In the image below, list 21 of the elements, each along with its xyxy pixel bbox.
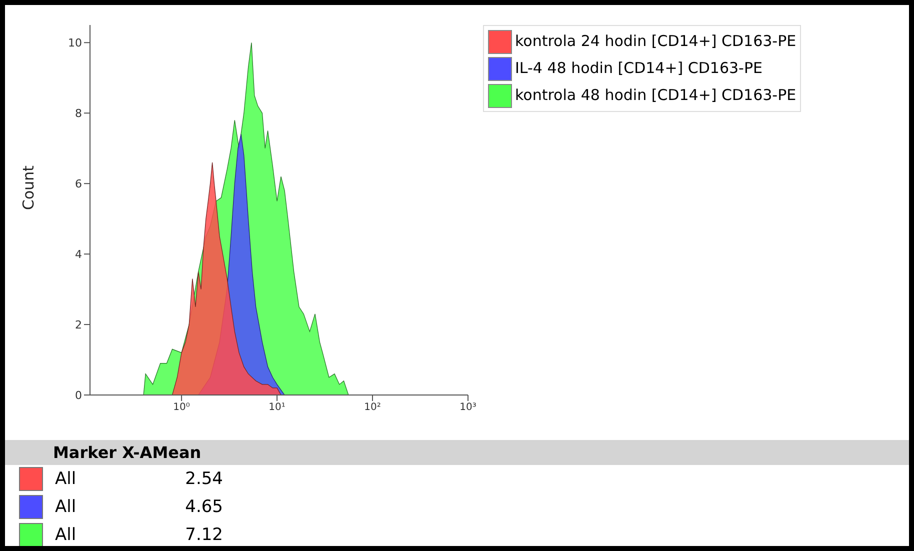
text: 4.65 — [184, 497, 223, 517]
x-tick-label: 10³ — [460, 402, 476, 414]
y-tick-label: 2 — [75, 318, 82, 332]
y-tick-label: 10 — [68, 36, 82, 50]
text: 2.54 — [184, 469, 223, 489]
text: All — [55, 525, 78, 545]
text: All — [55, 497, 78, 517]
y-tick-label: 6 — [75, 177, 82, 190]
legend-label: IL-4 48 hodin [CD14+] CD163-PE — [515, 58, 762, 79]
x-tick-label: 10¹ — [268, 402, 286, 414]
legend-label: kontrola 24 hodin [CD14+] CD163-PE — [515, 31, 796, 52]
y-tick-label: 0 — [75, 388, 82, 402]
y-axis-title: Count — [19, 165, 38, 210]
y-tick-label: 4 — [75, 248, 82, 261]
x-tick-label: 10² — [364, 402, 381, 414]
text: All — [55, 469, 78, 489]
text: 7.12 — [184, 525, 223, 545]
x-tick-label: 10⁰ — [173, 402, 190, 414]
text: Marker X-AMean — [5, 440, 909, 465]
legend-label: kontrola 48 hodin [CD14+] CD163-PE — [515, 85, 796, 106]
y-tick-label: 8 — [75, 107, 82, 120]
